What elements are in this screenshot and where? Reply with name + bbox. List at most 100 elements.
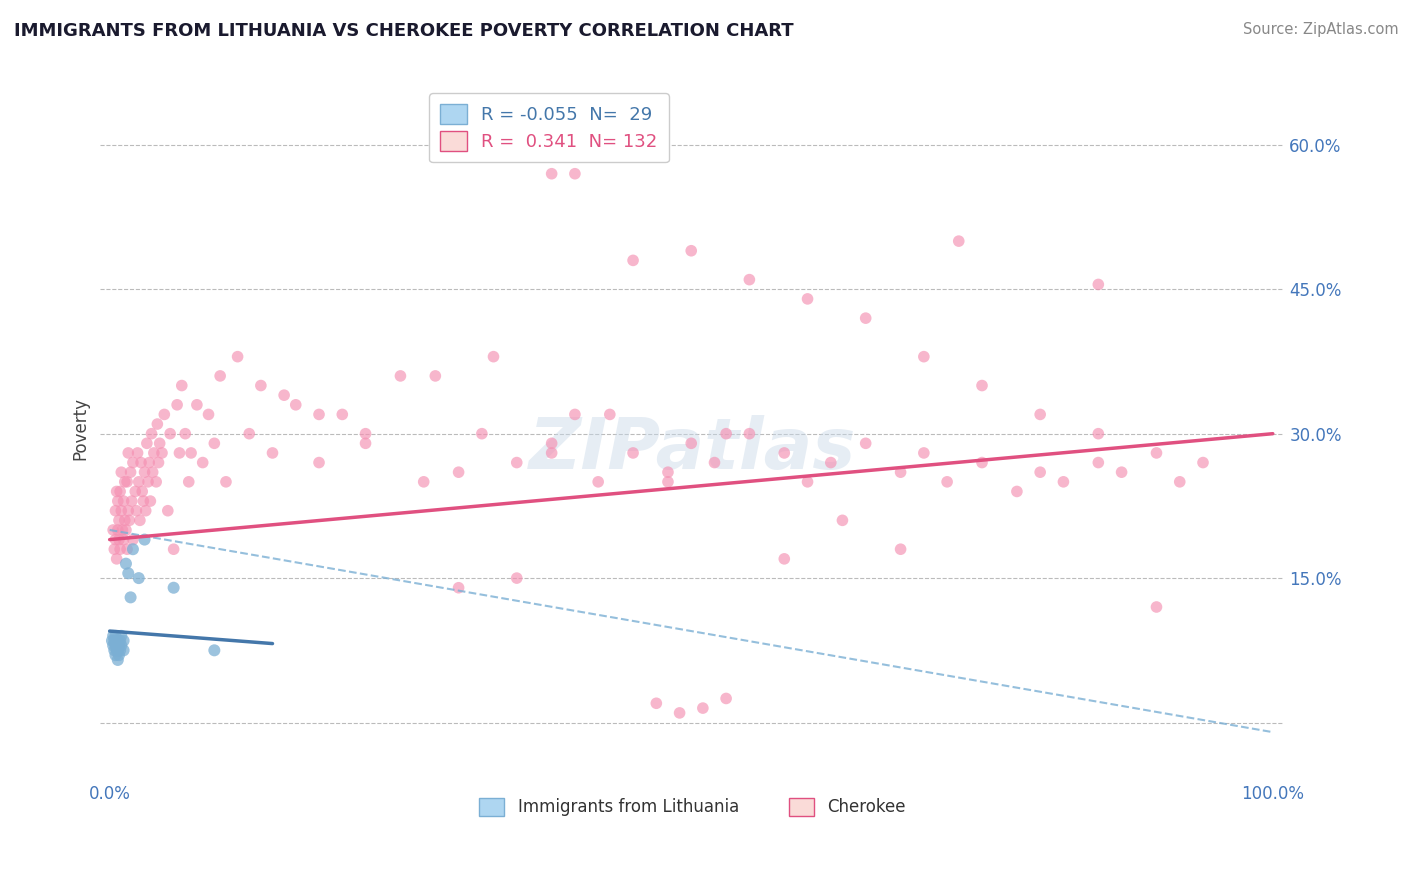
Point [104, 533, 127, 547]
Point [564, 408, 586, 422]
Point [142, 465, 165, 479]
Point [101, 629, 124, 643]
Point [1005, 484, 1028, 499]
Point [471, 426, 494, 441]
Point [540, 167, 562, 181]
Point [121, 494, 143, 508]
Point [117, 566, 139, 581]
Point [138, 456, 160, 470]
Point [108, 513, 131, 527]
Point [354, 436, 377, 450]
Point [177, 475, 200, 489]
Point [122, 542, 145, 557]
Point [142, 446, 165, 460]
Point [250, 378, 273, 392]
Point [112, 533, 135, 547]
Point [114, 513, 136, 527]
Point [159, 426, 181, 441]
Point [226, 350, 249, 364]
Point [1111, 465, 1133, 479]
Point [645, 696, 668, 710]
Point [1029, 465, 1052, 479]
Point [820, 456, 842, 470]
Point [115, 557, 138, 571]
Point [104, 648, 127, 662]
Point [136, 475, 159, 489]
Text: ZIPatlas: ZIPatlas [529, 416, 856, 484]
Point [447, 581, 470, 595]
Point [162, 581, 184, 595]
Point [738, 272, 761, 286]
Point [122, 456, 145, 470]
Point [855, 436, 877, 450]
Point [1052, 475, 1074, 489]
Point [197, 408, 219, 422]
Point [773, 552, 796, 566]
Point [330, 408, 353, 422]
Point [146, 417, 169, 431]
Point [621, 253, 644, 268]
Point [107, 523, 129, 537]
Point [135, 504, 157, 518]
Point [714, 691, 737, 706]
Point [773, 446, 796, 460]
Point [103, 633, 125, 648]
Point [115, 523, 138, 537]
Point [101, 639, 124, 653]
Point [586, 475, 609, 489]
Point [202, 643, 225, 657]
Point [1029, 408, 1052, 422]
Point [389, 368, 412, 383]
Point [447, 465, 470, 479]
Point [105, 643, 128, 657]
Point [114, 475, 136, 489]
Point [110, 504, 132, 518]
Point [112, 494, 135, 508]
Point [107, 643, 129, 657]
Point [714, 426, 737, 441]
Point [191, 456, 214, 470]
Point [131, 484, 153, 499]
Point [112, 633, 135, 648]
Point [105, 552, 128, 566]
Point [148, 456, 170, 470]
Point [107, 633, 129, 648]
Point [169, 446, 191, 460]
Point [796, 475, 818, 489]
Point [104, 504, 127, 518]
Point [107, 494, 129, 508]
Point [105, 639, 128, 653]
Point [855, 311, 877, 326]
Point [108, 533, 131, 547]
Point [104, 629, 127, 643]
Point [101, 523, 124, 537]
Point [506, 571, 529, 585]
Point [1087, 277, 1109, 292]
Point [186, 398, 208, 412]
Point [681, 244, 703, 258]
Point [103, 643, 125, 657]
Point [1146, 446, 1168, 460]
Point [107, 653, 129, 667]
Point [149, 436, 172, 450]
Point [135, 436, 157, 450]
Point [564, 167, 586, 181]
Point [170, 378, 193, 392]
Point [104, 639, 127, 653]
Point [273, 388, 295, 402]
Text: Source: ZipAtlas.com: Source: ZipAtlas.com [1243, 22, 1399, 37]
Point [308, 456, 330, 470]
Point [122, 533, 145, 547]
Point [141, 426, 163, 441]
Point [174, 426, 197, 441]
Point [120, 591, 142, 605]
Point [681, 436, 703, 450]
Point [134, 465, 156, 479]
Point [117, 446, 139, 460]
Point [128, 571, 150, 585]
Point [262, 446, 284, 460]
Point [153, 408, 176, 422]
Point [150, 446, 173, 460]
Point [796, 292, 818, 306]
Point [156, 504, 179, 518]
